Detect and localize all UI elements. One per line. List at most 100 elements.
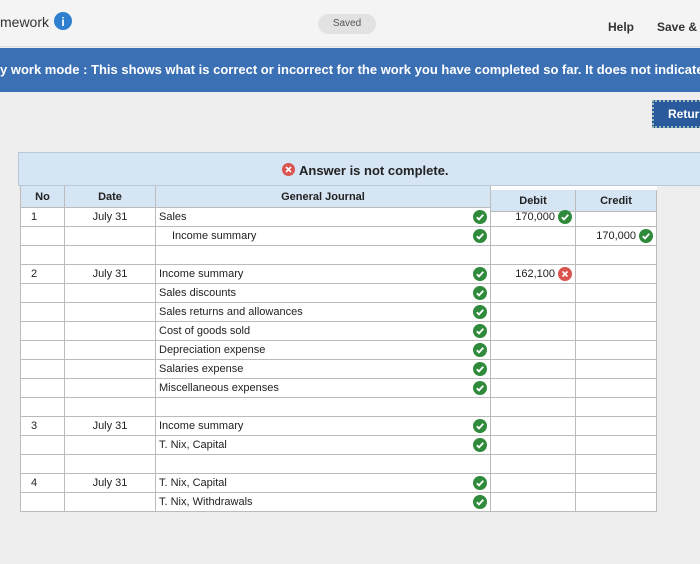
message-bar: Answer is not complete. [18,152,700,186]
empty-cell [491,227,576,246]
empty-cell [21,493,65,512]
empty-cell [21,398,65,417]
empty-cell [576,417,657,436]
error-icon [558,267,572,281]
check-icon [473,362,487,376]
account: Income summary [156,265,491,284]
empty-cell [21,246,65,265]
check-icon [473,324,487,338]
empty-cell [21,436,65,455]
empty-cell [21,227,65,246]
column-header: General Journal [156,186,491,208]
save-exit[interactable]: Save & E [657,20,700,34]
empty-cell [576,341,657,360]
empty-cell [491,436,576,455]
empty-cell [491,493,576,512]
banner-text: y work mode : This shows what is correct… [0,62,700,77]
account: Sales [156,208,491,227]
empty-cell [156,455,491,474]
banner: y work mode : This shows what is correct… [0,48,700,92]
empty-cell [491,474,576,493]
account: Depreciation expense [156,341,491,360]
empty-cell [576,284,657,303]
check-icon [473,495,487,509]
empty-cell [491,322,576,341]
empty-cell [21,322,65,341]
empty-cell [576,322,657,341]
empty-cell [21,303,65,322]
entry-number: 2 [21,265,65,284]
account: Sales discounts [156,284,491,303]
check-icon [473,381,487,395]
title: mework [0,14,50,30]
account: Income summary [156,227,491,246]
empty-cell [576,360,657,379]
empty-cell [65,493,156,512]
account: Cost of goods sold [156,322,491,341]
empty-cell [491,379,576,398]
message: Answer is not complete. [299,163,449,178]
empty-cell [65,246,156,265]
check-icon [473,210,487,224]
account: T. Nix, Withdrawals [156,493,491,512]
entry-date: July 31 [65,474,156,493]
empty-cell [65,303,156,322]
empty-cell [576,474,657,493]
empty-cell [576,455,657,474]
empty-cell [576,379,657,398]
column-header: No [21,186,65,208]
error-icon [282,163,295,176]
empty-cell [65,436,156,455]
empty-cell [576,265,657,284]
credit-amount: 170,000 [576,227,657,246]
debit-amount: 170,000 [491,208,576,227]
empty-cell [21,455,65,474]
check-icon [473,343,487,357]
empty-cell [65,227,156,246]
entry-number: 1 [21,208,65,227]
empty-cell [491,398,576,417]
empty-cell [65,322,156,341]
account: Income summary [156,417,491,436]
empty-cell [576,436,657,455]
account: Sales returns and allowances [156,303,491,322]
entry-date: July 31 [65,417,156,436]
empty-cell [65,379,156,398]
column-header: Credit [576,190,657,212]
empty-cell [491,246,576,265]
empty-cell [65,360,156,379]
empty-cell [21,341,65,360]
debit-amount: 162,100 [491,265,576,284]
column-header: Debit [491,190,576,212]
entry-number: 4 [21,474,65,493]
account: T. Nix, Capital [156,436,491,455]
empty-cell [491,360,576,379]
account: Miscellaneous expenses [156,379,491,398]
account: T. Nix, Capital [156,474,491,493]
check-icon [473,419,487,433]
empty-cell [21,360,65,379]
empty-cell [65,341,156,360]
saved-status: Saved [318,14,376,34]
return-button[interactable]: Return [652,100,700,128]
empty-cell [491,341,576,360]
top-bar: mework i Saved Help Save & E [0,0,700,47]
empty-cell [21,379,65,398]
empty-cell [576,398,657,417]
empty-cell [21,284,65,303]
empty-cell [65,398,156,417]
info-icon[interactable]: i [54,12,72,30]
empty-cell [576,303,657,322]
check-icon [473,286,487,300]
check-icon [558,210,572,224]
empty-cell [491,303,576,322]
entry-date: July 31 [65,208,156,227]
empty-cell [156,398,491,417]
check-icon [473,229,487,243]
help-link[interactable]: Help [608,20,635,34]
empty-cell [491,284,576,303]
check-icon [473,438,487,452]
empty-cell [65,455,156,474]
check-icon [473,476,487,490]
